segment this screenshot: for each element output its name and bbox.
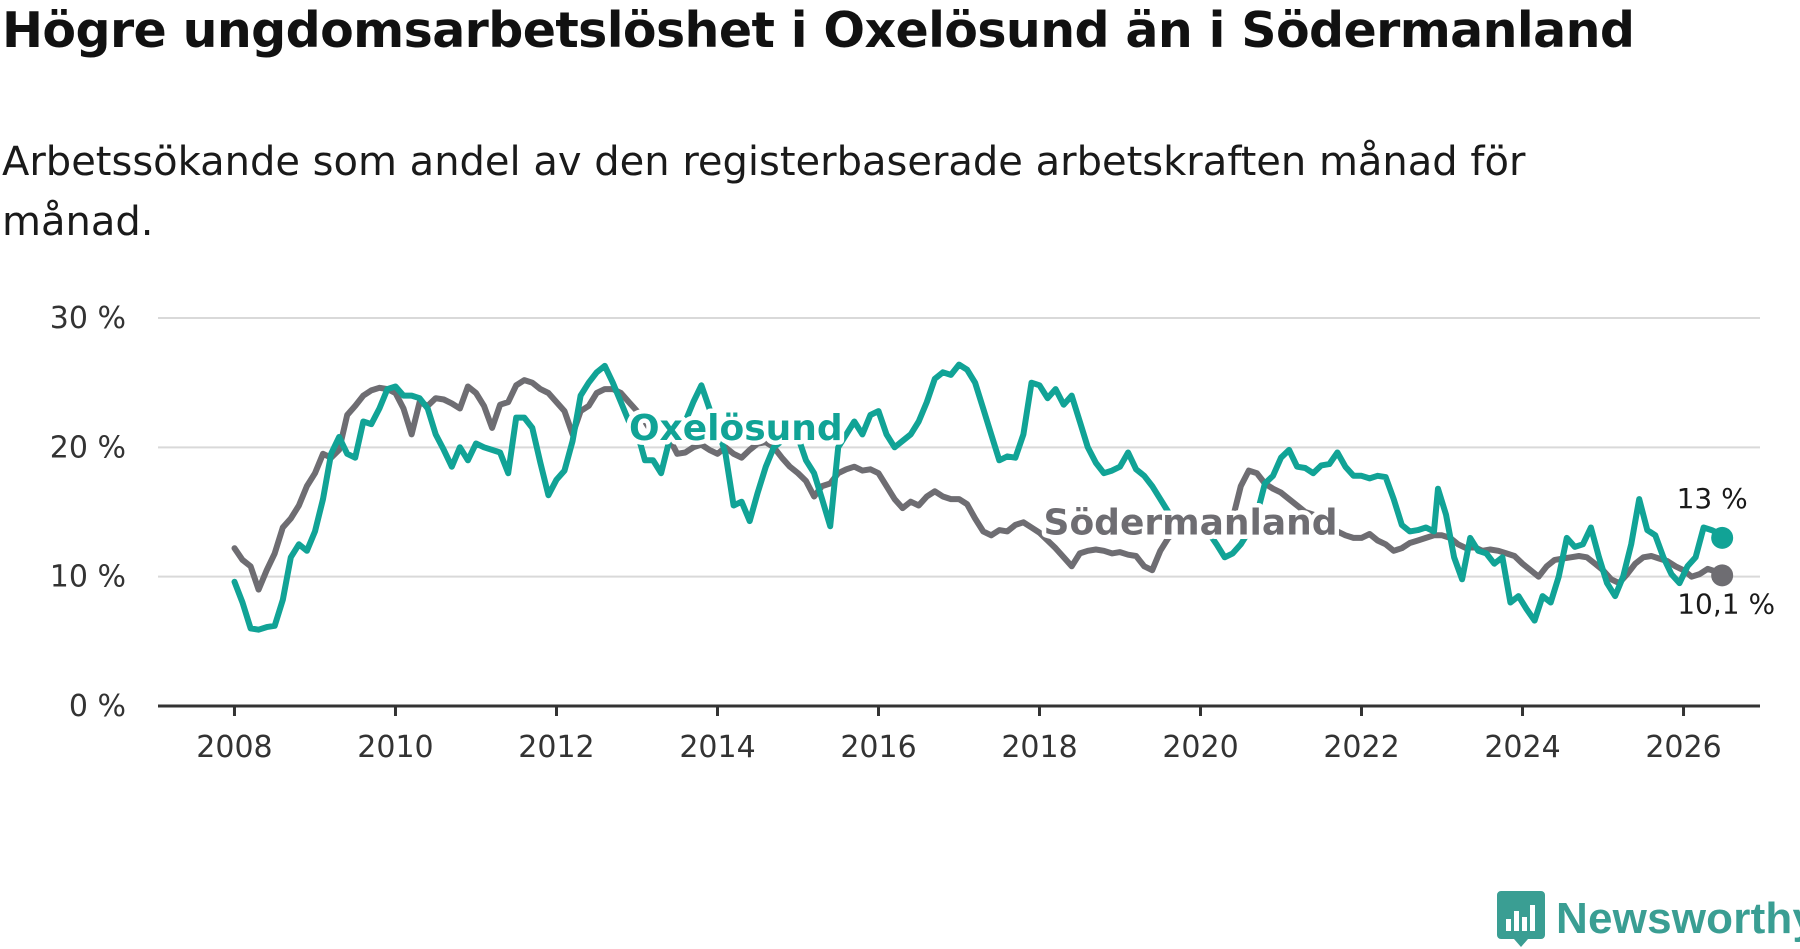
newsworthy-logo-icon: [1497, 891, 1545, 947]
x-tick-label: 2008: [196, 730, 272, 765]
x-tick-label: 2026: [1645, 730, 1721, 765]
x-tick-label: 2016: [840, 730, 916, 765]
newsworthy-logo: Newsworthy: [1496, 889, 1800, 949]
x-tick-label: 2010: [357, 730, 433, 765]
y-tick-label: 20 %: [50, 430, 126, 465]
x-tick-label: 2022: [1323, 730, 1399, 765]
y-tick-label: 0 %: [69, 689, 126, 724]
y-tick-label: 10 %: [50, 560, 126, 595]
x-tick-label: 2012: [518, 730, 594, 765]
x-axis: 2008 2010 2012 2014 2016 2018 2020 2022 2024 2026: [158, 704, 1760, 765]
chart-subtitle: Arbetssökande som andel av den registerb…: [2, 139, 1526, 245]
end-value-label-sodermanland: 10,1 %: [1677, 587, 1775, 620]
x-tick-label: 2018: [1001, 730, 1077, 765]
y-axis-labels: 0 % 10 % 20 % 30 %: [50, 301, 126, 724]
x-tick-label: 2020: [1162, 730, 1238, 765]
x-tick-label: 2024: [1484, 730, 1560, 765]
series-line-oxelosund: [231, 361, 1726, 633]
series-label-oxelosund: Oxelösund: [629, 408, 843, 449]
series-lines: [231, 361, 1726, 633]
end-value-label-oxelosund: 13 %: [1677, 482, 1748, 515]
series-label-sodermanland: Södermanland: [1044, 502, 1338, 543]
series-labels: Oxelösund Södermanland: [624, 403, 1342, 547]
end-marker-sodermanland: [1711, 564, 1734, 587]
end-marker-oxelosund: [1711, 526, 1734, 549]
end-markers: 13 % 10,1 %: [1677, 482, 1776, 621]
brand-name: Newsworthy: [1556, 894, 1800, 943]
x-tick-label: 2014: [679, 730, 755, 765]
y-tick-label: 30 %: [50, 301, 126, 336]
chart-title: Högre ungdomsarbetslöshet i Oxelösund än…: [2, 2, 1635, 59]
y-gridlines: [158, 317, 1760, 578]
